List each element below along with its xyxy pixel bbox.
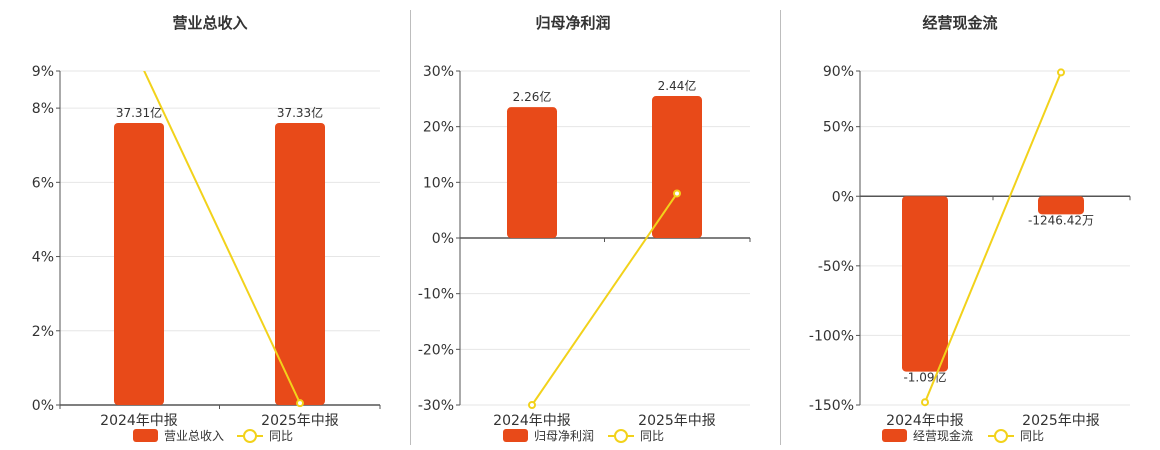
revenue-chart-panel: 营业总收入 0% 2% 4% 6% 8% 9% 37.31亿 37.33亿 2024年中报 2025… bbox=[0, 0, 390, 450]
bar-data-label: -1246.42万 bbox=[1028, 213, 1094, 227]
legend-line-marker bbox=[614, 429, 628, 443]
y-tick-label: -100% bbox=[809, 328, 854, 344]
bar-data-label: 37.31亿 bbox=[116, 105, 162, 120]
yoy-point bbox=[296, 399, 304, 408]
y-tick-label: 2% bbox=[32, 324, 54, 340]
bar-data-label: 2.26亿 bbox=[513, 89, 552, 104]
legend: 营业总收入 同比 bbox=[133, 429, 293, 443]
yoy-line bbox=[924, 72, 1062, 403]
yoy-point bbox=[673, 189, 681, 198]
x-category-label: 2024年中报 bbox=[100, 413, 178, 429]
yoy-point bbox=[1057, 68, 1065, 77]
legend-bar-swatch bbox=[503, 429, 528, 442]
legend-bar-label: 营业总收入 bbox=[164, 429, 224, 443]
yoy-point bbox=[528, 401, 536, 409]
legend-bar-swatch bbox=[133, 429, 158, 442]
chart-title: 经营现金流 bbox=[922, 14, 997, 32]
legend-line-label: 同比 bbox=[1020, 429, 1044, 443]
bar bbox=[652, 96, 702, 238]
yoy-line-group bbox=[924, 72, 1062, 403]
y-tick-label: 0% bbox=[432, 231, 454, 247]
legend-line-label: 同比 bbox=[269, 429, 293, 443]
chart-divider bbox=[410, 10, 411, 445]
x-category-label: 2024年中报 bbox=[886, 413, 964, 429]
chart-svg: 经营现金流 -150% -100% -50% 0% 50% 90% -1.09亿 -1246.4… bbox=[809, 14, 1131, 443]
chart-svg: 归母净利润 -30% -20% -10% 0% 10% 20% 30% 2.26亿 2.44亿 20… bbox=[418, 14, 751, 443]
net-profit-chart-panel: 归母净利润 -30% -20% -10% 0% 10% 20% 30% 2.26亿 2.44亿 20… bbox=[390, 0, 780, 450]
y-tick-label: 10% bbox=[423, 175, 454, 191]
legend: 经营现金流 同比 bbox=[882, 428, 1044, 443]
chart-title: 营业总收入 bbox=[172, 14, 247, 32]
chart-divider bbox=[780, 10, 781, 445]
y-tick-label: 6% bbox=[32, 175, 54, 191]
legend-line-label: 同比 bbox=[640, 429, 664, 443]
legend-bar-label: 经营现金流 bbox=[913, 428, 973, 443]
chart-svg: 营业总收入 0% 2% 4% 6% 8% 9% 37.31亿 37.33亿 2024年中报 2025… bbox=[32, 14, 381, 443]
x-category-label: 2024年中报 bbox=[493, 413, 571, 429]
y-tick-label: 20% bbox=[423, 120, 454, 136]
cash-flow-chart-panel: 经营现金流 -150% -100% -50% 0% 50% 90% -1.09亿 -1246.4… bbox=[780, 0, 1160, 450]
bar bbox=[1038, 196, 1084, 215]
y-tick-label: 0% bbox=[32, 398, 54, 414]
yoy-line-group bbox=[531, 192, 678, 406]
y-tick-label: -20% bbox=[418, 342, 454, 358]
bar bbox=[114, 122, 164, 405]
yoy-line bbox=[531, 192, 678, 406]
bar bbox=[507, 107, 557, 238]
y-tick-label: -150% bbox=[809, 398, 854, 414]
y-tick-label: 50% bbox=[823, 120, 854, 136]
y-tick-label: 8% bbox=[32, 101, 54, 117]
bar bbox=[902, 196, 948, 372]
yoy-line-group bbox=[143, 71, 301, 404]
bar bbox=[275, 122, 325, 405]
legend-bar-label: 归母净利润 bbox=[534, 429, 594, 443]
yoy-line bbox=[143, 71, 301, 404]
y-tick-label: 9% bbox=[32, 64, 54, 80]
y-tick-label: 30% bbox=[423, 64, 454, 80]
y-tick-label: -10% bbox=[418, 287, 454, 303]
y-tick-label: 4% bbox=[32, 250, 54, 266]
legend-bar-swatch bbox=[882, 429, 907, 442]
x-category-label: 2025年中报 bbox=[1022, 413, 1100, 429]
y-tick-label: -50% bbox=[818, 259, 854, 275]
y-tick-label: 0% bbox=[832, 189, 854, 205]
bar-data-label: -1.09亿 bbox=[903, 370, 946, 385]
legend-line-marker bbox=[994, 429, 1008, 443]
y-tick-label: 90% bbox=[823, 64, 854, 80]
x-category-label: 2025年中报 bbox=[261, 413, 339, 429]
bar-data-label: 2.44亿 bbox=[658, 78, 697, 93]
yoy-point bbox=[921, 398, 929, 407]
chart-title: 归母净利润 bbox=[535, 14, 610, 32]
legend-line-marker bbox=[243, 429, 257, 443]
legend: 归母净利润 同比 bbox=[503, 429, 664, 443]
x-category-label: 2025年中报 bbox=[638, 413, 716, 429]
y-tick-label: -30% bbox=[418, 398, 454, 414]
bar-data-label: 37.33亿 bbox=[277, 105, 323, 120]
